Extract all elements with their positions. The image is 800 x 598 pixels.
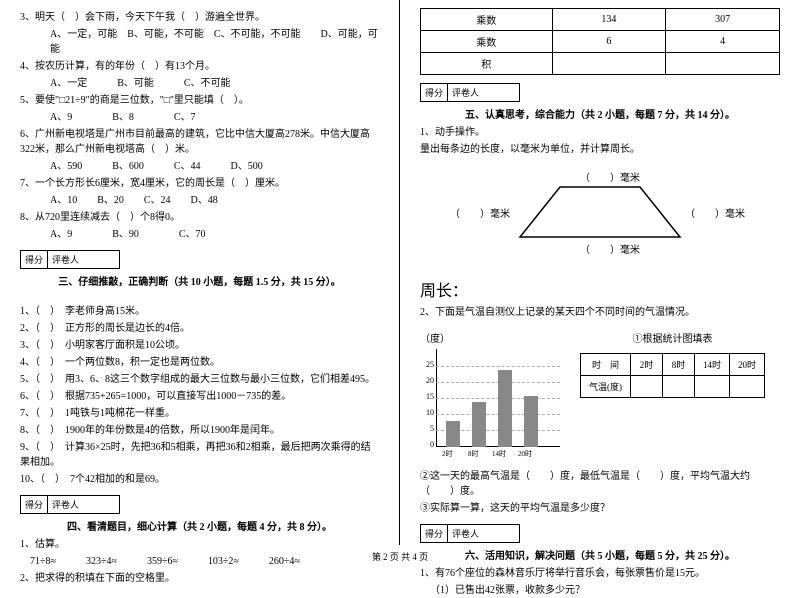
trapezoid-svg: （ ）毫米 （ ）毫米 （ ）毫米 （ ）毫米 [420,167,780,267]
dt-c1: 2时 [631,354,663,376]
q4-opts: A、一定 B、可能 C、不可能 [20,76,379,91]
score-box-3: 得分 评卷人 [20,250,120,269]
score-label: 得分 [421,525,448,542]
grader-label: 评卷人 [448,525,483,542]
dt-c3: 14时 [695,354,730,376]
data-table-block: ①根据统计图填表 时 间 2时 8时 14时 20时 气温(度) [580,330,765,398]
cell-v4: 4 [666,31,780,53]
j8: 8、（ ） 1900年的年份数是4的倍数，所以1900年是闰年。 [20,423,379,438]
chart-row: （度） 0 5 10 15 20 25 [420,330,780,459]
score-box-4: 得分 评卷人 [20,495,120,514]
degree-label: （度） [420,332,560,347]
j6: 6、（ ） 根据735+265=1000，可以直接写出1000－735的差。 [20,389,379,404]
dt-c4: 20时 [730,354,765,376]
y3: 15 [420,392,434,401]
j5: 5、（ ） 用3、6、8这三个数字组成的最大三位数与最小三位数，它们相差495。 [20,372,379,387]
bar-3 [498,370,512,447]
dt-blank [631,376,663,398]
x1: 2时 [442,449,453,459]
j3: 3、（ ） 小明家客厅面积是10公顷。 [20,338,379,353]
prob-1a: 量出每条边的长度，以毫米为单位，并计算周长。 [420,142,780,157]
q5: 5、要使"□21÷9"的商是三位数，"□"里只能填（ ）。 [20,93,379,108]
y1: 5 [420,424,434,433]
page: 3、明天（ ）会下雨，今天下午我（ ）游遍全世界。 A、一定，可能 B、可能，不… [0,0,800,545]
j2: 2、（ ） 正方形的周长是边长的4倍。 [20,321,379,336]
app-q1a: （1）已售出42张票，收款多少元？ [420,583,780,598]
y0: 0 [420,440,434,449]
y4: 20 [420,376,434,385]
cell-blank [552,53,666,75]
score-box-5: 得分 评卷人 [420,83,520,102]
j4: 4、（ ） 一个两位数8，积一定也是两位数。 [20,355,379,370]
mm-right: （ ）毫米 [685,207,745,220]
score-label: 得分 [21,251,48,268]
q4: 4、按农历计算，有的年份（ ）有13个月。 [20,59,379,74]
cell-h2: 乘数 [421,31,553,53]
chart-block: （度） 0 5 10 15 20 25 [420,330,560,459]
mm-left: （ ）毫米 [450,207,510,220]
q6: 6、广州新电视塔是广州市目前最高的建筑，它比中信大厦高278米。中信大厦高322… [20,127,379,157]
right-column: 乘数134307 乘数64 积 得分 评卷人 五、认真思考，综合能力（共 2 小… [400,0,800,545]
mult-table: 乘数134307 乘数64 积 [420,8,780,75]
prob-2b: ②这一天的最高气温是（ ）度，最低气温是（ ）度，平均气温大约（ ）度。 [420,469,780,499]
q8-opts: A、9 B、90 C、70 [20,227,379,242]
score-label: 得分 [421,84,448,101]
x4: 20时 [518,449,532,459]
bar-2 [472,402,486,447]
chart-title: ①根据统计图填表 [580,332,765,347]
page-footer: 第 2 页 共 4 页 [0,550,800,563]
calc-2: 2、把求得的积填在下面的空格里。 [20,571,379,586]
q8: 8、从720里连续减去（ ）个8得0。 [20,210,379,225]
j10: 10、（ ） 7个42相加的和是69。 [20,472,379,487]
q6-opts: A、590 B、600 C、44 D、500 [20,159,379,174]
bar-1 [446,421,460,447]
section-3-title: 三、仔细推敲，正确判断（共 10 小题，每题 1.5 分，共 15 分）。 [20,273,379,288]
j9: 9、（ ） 计算36×25时，先把36和5相乘，再把36和2相乘，最后把两次乘得… [20,440,379,470]
grader-label: 评卷人 [48,496,83,513]
left-column: 3、明天（ ）会下雨，今天下午我（ ）游遍全世界。 A、一定，可能 B、可能，不… [0,0,400,545]
q5-opts: A、9 B、8 C、7 [20,110,379,125]
grader-label: 评卷人 [48,251,83,268]
prob-1: 1、动手操作。 [420,125,780,140]
y5: 25 [420,360,434,369]
y2: 10 [420,408,434,417]
dt-blank [730,376,765,398]
prob-2c: ③实际算一算，这天的平均气温是多少度？ [420,501,780,516]
grader-label: 评卷人 [448,84,483,101]
mm-bottom: （ ）毫米 [580,243,640,256]
prob-2: 2、下面是气温自测仪上记录的某天四个不同时间的气温情况。 [420,305,780,320]
dt-c2: 8时 [663,354,695,376]
j1: 1、（ ） 李老师身高15米。 [20,304,379,319]
cell-v3: 6 [552,31,666,53]
dt-blank [663,376,695,398]
score-label: 得分 [21,496,48,513]
x2: 8时 [468,449,479,459]
dt-r1: 时 间 [581,354,631,376]
perimeter-label: 周长： [420,277,780,301]
x3: 14时 [492,449,506,459]
trapezoid-shape: （ ）毫米 （ ）毫米 （ ）毫米 （ ）毫米 [420,167,780,267]
cell-blank [666,53,780,75]
q7-opts: A、10 B、20 C、24 D、48 [20,193,379,208]
section-5-title: 五、认真思考，综合能力（共 2 小题，每题 7 分，共 14 分）。 [420,106,780,121]
cell-h3: 积 [421,53,553,75]
score-box-6: 得分 评卷人 [420,524,520,543]
mm-top: （ ）毫米 [580,171,640,184]
dt-r2: 气温(度) [581,376,631,398]
cell-h1: 乘数 [421,9,553,31]
q7: 7、一个长方形长6厘米，宽4厘米，它的周长是（ ）厘米。 [20,176,379,191]
cell-v2: 307 [666,9,780,31]
bar-chart: 0 5 10 15 20 25 2时 8时 [420,349,560,459]
dt-blank [695,376,730,398]
bar-4 [524,396,538,447]
app-q1: 1、有76个座位的森林音乐厅将举行音乐会，每张票售价是15元。 [420,566,780,581]
q3: 3、明天（ ）会下雨，今天下午我（ ）游遍全世界。 [20,10,379,25]
cell-v1: 134 [552,9,666,31]
j7: 7、（ ） 1吨铁与1吨棉花一样重。 [20,406,379,421]
grid [436,366,560,367]
temp-table: 时 间 2时 8时 14时 20时 气温(度) [580,353,765,398]
section-4-title: 四、看清题目，细心计算（共 2 小题，每题 4 分，共 8 分）。 [20,518,379,533]
q3-opts: A、一定，可能 B、可能，不可能 C、不可能，不可能 D、可能，可能 [20,27,379,57]
